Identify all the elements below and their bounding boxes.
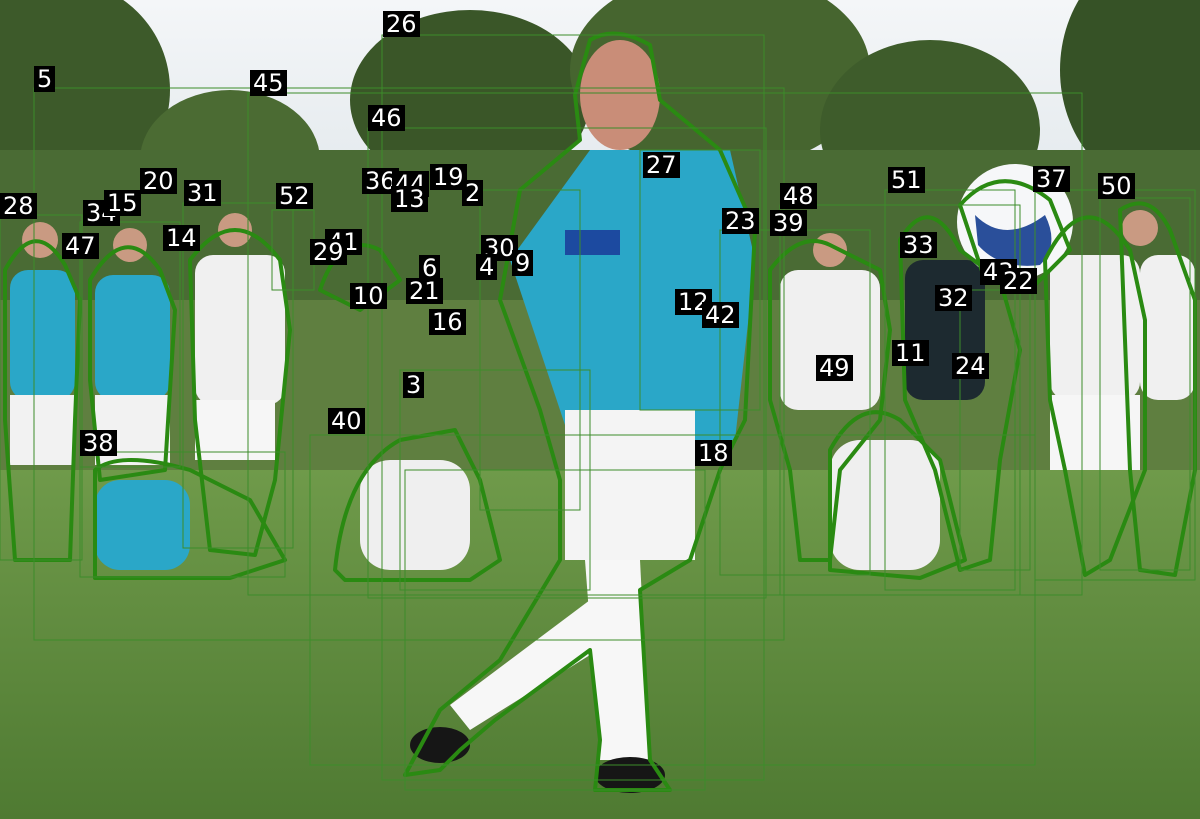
annotation-label: 24 [952, 353, 989, 379]
segmentation-outlines [3, 31, 1197, 792]
annotation-label: 52 [276, 183, 313, 209]
annotation-label: 15 [104, 190, 141, 216]
annotation-label: 33 [900, 232, 937, 258]
annotation-label: 39 [770, 210, 807, 236]
annotation-label: 11 [892, 340, 929, 366]
annotation-label: 37 [1033, 166, 1070, 192]
annotation-label: 21 [406, 278, 443, 304]
annotation-label: 38 [80, 430, 117, 456]
annotation-label: 31 [184, 180, 221, 206]
annotation-label: 14 [163, 225, 200, 251]
annotation-label: 10 [350, 283, 387, 309]
annotation-label: 19 [430, 164, 467, 190]
annotation-label: 28 [0, 193, 37, 219]
annotation-label: 6 [419, 255, 441, 281]
annotation-label: 48 [780, 183, 817, 209]
annotation-label: 23 [722, 208, 759, 234]
annotation-label: 4 [476, 254, 498, 280]
annotation-label: 16 [429, 309, 466, 335]
annotation-label: 50 [1098, 173, 1135, 199]
annotation-label: 45 [250, 70, 287, 96]
annotation-label: 42 [702, 302, 739, 328]
annotation-label: 3 [403, 372, 425, 398]
annotation-label: 26 [383, 11, 420, 37]
kicking-player [410, 40, 755, 793]
annotation-label: 18 [695, 440, 732, 466]
annotation-label: 2 [462, 180, 484, 206]
annotation-label: 13 [391, 186, 428, 212]
annotation-label: 49 [816, 355, 853, 381]
annotation-label: 46 [368, 105, 405, 131]
annotation-label: 29 [310, 239, 347, 265]
annotation-label: 40 [328, 408, 365, 434]
annotation-label: 47 [62, 233, 99, 259]
annotation-label: 9 [512, 250, 534, 276]
annotation-label: 32 [935, 285, 972, 311]
annotation-label: 22 [1000, 268, 1037, 294]
annotation-label: 5 [34, 66, 56, 92]
annotation-label: 20 [140, 168, 177, 194]
annotation-label: 51 [888, 167, 925, 193]
annotation-label: 27 [643, 152, 680, 178]
